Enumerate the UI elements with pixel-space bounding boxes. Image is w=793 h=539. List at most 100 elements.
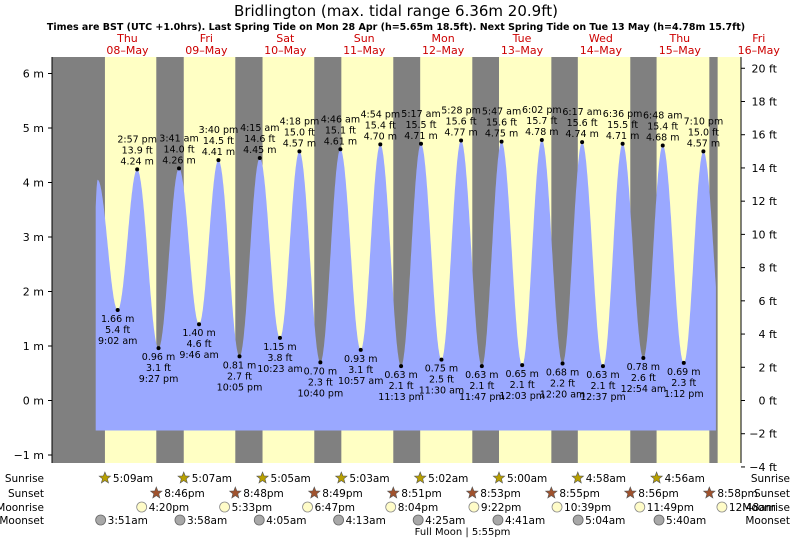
moonset-icon (572, 514, 584, 526)
high-tide-point (660, 143, 665, 148)
low-tide-time: 12:37 pm (580, 392, 626, 403)
high-tide-point (620, 141, 625, 146)
high-tide-feet: 13.9 ft (122, 145, 153, 156)
high-tide-point (297, 149, 302, 154)
day-date: 13–May (501, 44, 544, 57)
moonrise-icon (468, 501, 480, 513)
sunrise-icon (256, 471, 269, 484)
sunrise-icon (571, 471, 585, 484)
low-tide-metres: 0.68 m (546, 367, 579, 378)
right-tick-label: 6 ft (759, 295, 778, 308)
high-tide-point (459, 138, 464, 143)
low-tide-metres: 0.63 m (465, 370, 498, 381)
left-tick-label: 4 m (23, 177, 44, 190)
left-tick-label: 3 m (23, 231, 44, 244)
high-tide-feet: 15.7 ft (526, 116, 557, 127)
sunset-time: 8:55pm (559, 488, 599, 500)
high-tide-time: 5:17 am (401, 109, 440, 120)
low-tide-feet: 2.7 ft (227, 371, 252, 382)
low-tide-time: 10:57 am (338, 376, 383, 387)
high-tide-metres: 4.45 m (243, 145, 276, 156)
moonset-row-label-right: Moonset (745, 515, 790, 527)
right-tick-label: 0 ft (759, 395, 778, 408)
low-tide-metres: 1.15 m (263, 342, 296, 353)
moonrise-icon (716, 501, 728, 513)
day-of-week: Sun (354, 32, 375, 45)
sunset-icon (544, 486, 558, 499)
sunset-time: 8:51pm (401, 488, 441, 500)
daylight-band (717, 57, 741, 463)
moonset-time: 3:58am (187, 515, 227, 527)
low-tide-metres: 0.65 m (505, 369, 538, 380)
high-tide-time: 4:54 pm (360, 109, 400, 120)
low-tide-metres: 0.63 m (384, 370, 417, 381)
moonrise-row-label-right: Moonrise (742, 502, 790, 514)
moonset-time: 3:51am (108, 515, 148, 527)
sunrise-icon (98, 471, 112, 484)
sun-rows: Sunrise Sunrise Sunset Sunset 5:09am 5:07am 5:… (5, 471, 790, 500)
sunset-row-label-left: Sunset (8, 488, 44, 500)
sunrise-time: 4:56am (665, 473, 705, 485)
moonrise-time: 6:47pm (315, 502, 355, 514)
moonset-time: 5:04am (585, 515, 625, 527)
high-tide-point (216, 158, 221, 163)
low-tide-time: 9:27 pm (139, 374, 179, 385)
moonset-time: 5:40am (666, 515, 706, 527)
high-tide-feet: 14.5 ft (203, 136, 234, 147)
low-tide-metres: 0.93 m (344, 354, 377, 365)
moonrise-icon (551, 501, 563, 513)
low-tide-point (520, 363, 525, 368)
low-tide-feet: 2.6 ft (631, 373, 656, 384)
high-tide-point (419, 141, 424, 146)
high-tide-metres: 4.24 m (120, 156, 153, 167)
day-date: 12–May (422, 44, 465, 57)
high-tide-time: 3:41 am (159, 133, 198, 144)
high-tide-metres: 4.26 m (162, 155, 195, 166)
moonrise-icon (302, 501, 313, 513)
moonset-icon (653, 514, 665, 526)
high-tide-feet: 15.0 ft (284, 127, 315, 138)
low-tide-metres: 0.63 m (586, 370, 619, 381)
sunset-icon (623, 486, 637, 499)
high-tide-point (378, 142, 383, 147)
low-tide-feet: 2.3 ft (308, 377, 333, 388)
moonset-icon (412, 514, 424, 526)
low-tide-point (560, 361, 565, 366)
sunset-time: 8:58pm (717, 488, 757, 500)
high-tide-point (257, 155, 262, 160)
sunset-icon (307, 486, 321, 499)
low-tide-feet: 2.2 ft (550, 378, 575, 389)
low-tide-metres: 0.78 m (627, 362, 660, 373)
day-of-week: Fri (200, 32, 213, 45)
day-of-week: Wed (589, 32, 613, 45)
tide-area (95, 140, 716, 431)
moonrise-time: 10:39pm (564, 502, 611, 514)
right-tick-label: 14 ft (752, 162, 778, 175)
left-tick-label: 5 m (23, 122, 44, 135)
low-tide-point (439, 357, 444, 362)
low-tide-point (115, 308, 120, 313)
low-tide-time: 10:05 pm (217, 382, 263, 393)
high-tide-time: 5:47 am (482, 107, 521, 118)
sunrise-time: 5:09am (113, 473, 153, 485)
chart-title: Bridlington (max. tidal range 6.36m 20.9… (234, 2, 558, 20)
low-tide-time: 9:02 am (98, 336, 137, 347)
high-tide-time: 7:10 pm (684, 116, 724, 127)
low-tide-point (600, 364, 605, 369)
sunrise-time: 4:58am (586, 473, 626, 485)
moonset-time: 4:13am (346, 515, 386, 527)
high-tide-feet: 15.1 ft (325, 125, 356, 136)
high-tide-point (539, 137, 544, 142)
tide-curve (95, 140, 716, 431)
low-tide-point (237, 354, 242, 359)
low-tide-metres: 1.40 m (182, 328, 215, 339)
low-tide-time: 11:47 pm (459, 392, 505, 403)
high-tide-feet: 14.6 ft (244, 134, 275, 145)
right-tick-label: 16 ft (752, 129, 778, 142)
high-tide-time: 4:46 am (321, 114, 360, 125)
low-tide-metres: 0.70 m (304, 366, 337, 377)
right-tick-label: 10 ft (752, 228, 778, 241)
high-tide-feet: 15.6 ft (446, 117, 477, 128)
high-tide-feet: 14.0 ft (163, 144, 194, 155)
